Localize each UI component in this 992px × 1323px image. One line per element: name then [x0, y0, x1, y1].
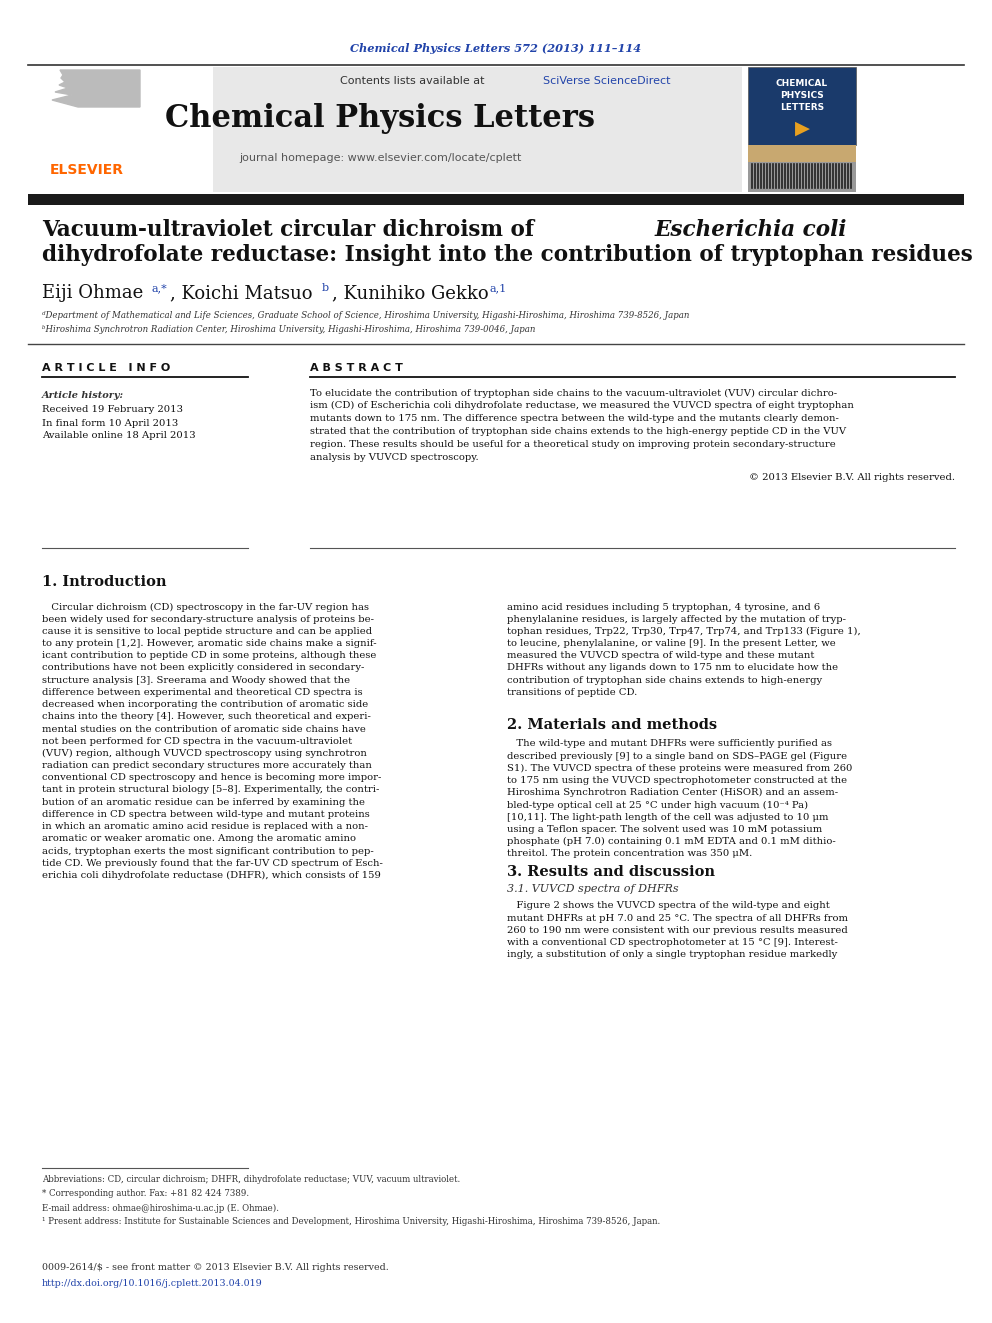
- Text: A B S T R A C T: A B S T R A C T: [310, 363, 403, 373]
- Text: chains into the theory [4]. However, such theoretical and experi-: chains into the theory [4]. However, suc…: [42, 712, 371, 721]
- Text: ᵇHiroshima Synchrotron Radiation Center, Hiroshima University, Higashi-Hiroshima: ᵇHiroshima Synchrotron Radiation Center,…: [42, 324, 536, 333]
- Text: tant in protein structural biology [5–8]. Experimentally, the contri-: tant in protein structural biology [5–8]…: [42, 786, 379, 795]
- Text: cause it is sensitive to local peptide structure and can be applied: cause it is sensitive to local peptide s…: [42, 627, 372, 636]
- Text: decreased when incorporating the contribution of aromatic side: decreased when incorporating the contrib…: [42, 700, 368, 709]
- Bar: [748, 67, 856, 146]
- Text: difference between experimental and theoretical CD spectra is: difference between experimental and theo…: [42, 688, 363, 697]
- Text: contribution of tryptophan side chains extends to high-energy: contribution of tryptophan side chains e…: [507, 676, 822, 685]
- Bar: [213, 67, 742, 192]
- Text: 3.1. VUVCD spectra of DHFRs: 3.1. VUVCD spectra of DHFRs: [507, 884, 679, 894]
- Text: ▶: ▶: [795, 119, 809, 138]
- Text: [10,11]. The light-path length of the cell was adjusted to 10 μm: [10,11]. The light-path length of the ce…: [507, 812, 828, 822]
- Text: Chemical Physics Letters: Chemical Physics Letters: [165, 102, 595, 134]
- Text: not been performed for CD spectra in the vacuum-ultraviolet: not been performed for CD spectra in the…: [42, 737, 352, 746]
- Text: PHYSICS: PHYSICS: [780, 91, 824, 101]
- Text: Escherichia coli: Escherichia coli: [655, 220, 847, 241]
- Text: described previously [9] to a single band on SDS–PAGE gel (Figure: described previously [9] to a single ban…: [507, 751, 847, 761]
- Text: mental studies on the contribution of aromatic side chains have: mental studies on the contribution of ar…: [42, 725, 366, 733]
- Text: E-mail address: ohmae@hiroshima-u.ac.jp (E. Ohmae).: E-mail address: ohmae@hiroshima-u.ac.jp …: [42, 1204, 279, 1213]
- Text: threitol. The protein concentration was 350 μM.: threitol. The protein concentration was …: [507, 849, 752, 859]
- Text: been widely used for secondary-structure analysis of proteins be-: been widely used for secondary-structure…: [42, 615, 374, 623]
- Text: CHEMICAL: CHEMICAL: [776, 79, 828, 89]
- Text: 1. Introduction: 1. Introduction: [42, 576, 167, 589]
- Text: SciVerse ScienceDirect: SciVerse ScienceDirect: [543, 75, 671, 86]
- Text: amino acid residues including 5 tryptophan, 4 tyrosine, and 6: amino acid residues including 5 tryptoph…: [507, 602, 820, 611]
- Text: tophan residues, Trp22, Trp30, Trp47, Trp74, and Trp133 (Figure 1),: tophan residues, Trp22, Trp30, Trp47, Tr…: [507, 627, 861, 636]
- Text: Chemical Physics Letters 572 (2013) 111–114: Chemical Physics Letters 572 (2013) 111–…: [350, 42, 642, 53]
- Text: Article history:: Article history:: [42, 390, 124, 400]
- Text: S1). The VUVCD spectra of these proteins were measured from 260: S1). The VUVCD spectra of these proteins…: [507, 763, 852, 773]
- Bar: [28, 194, 964, 205]
- Polygon shape: [52, 70, 140, 107]
- Text: mutant DHFRs at pH 7.0 and 25 °C. The spectra of all DHFRs from: mutant DHFRs at pH 7.0 and 25 °C. The sp…: [507, 914, 848, 922]
- Text: , Kunihiko Gekko: , Kunihiko Gekko: [332, 284, 489, 302]
- Text: journal homepage: www.elsevier.com/locate/cplett: journal homepage: www.elsevier.com/locat…: [239, 153, 521, 163]
- Text: Received 19 February 2013: Received 19 February 2013: [42, 406, 183, 414]
- Text: DHFRs without any ligands down to 175 nm to elucidate how the: DHFRs without any ligands down to 175 nm…: [507, 664, 838, 672]
- Text: 2. Materials and methods: 2. Materials and methods: [507, 718, 717, 732]
- Text: ELSEVIER: ELSEVIER: [50, 163, 124, 177]
- Bar: [748, 146, 856, 175]
- Text: Contents lists available at: Contents lists available at: [340, 75, 488, 86]
- Text: with a conventional CD spectrophotometer at 15 °C [9]. Interest-: with a conventional CD spectrophotometer…: [507, 938, 838, 947]
- Text: In final form 10 April 2013: In final form 10 April 2013: [42, 418, 179, 427]
- Bar: [748, 161, 856, 192]
- Text: ingly, a substitution of only a single tryptophan residue markedly: ingly, a substitution of only a single t…: [507, 950, 837, 959]
- Text: aromatic or weaker aromatic one. Among the aromatic amino: aromatic or weaker aromatic one. Among t…: [42, 835, 356, 843]
- Text: a,*: a,*: [152, 283, 168, 292]
- Text: b: b: [322, 283, 329, 292]
- Text: 0009-2614/$ - see front matter © 2013 Elsevier B.V. All rights reserved.: 0009-2614/$ - see front matter © 2013 El…: [42, 1263, 389, 1273]
- Text: ¹ Present address: Institute for Sustainable Sciences and Development, Hiroshima: ¹ Present address: Institute for Sustain…: [42, 1217, 661, 1226]
- Text: ᵈDepartment of Mathematical and Life Sciences, Graduate School of Science, Hiros: ᵈDepartment of Mathematical and Life Sci…: [42, 311, 689, 319]
- Text: The wild-type and mutant DHFRs were sufficiently purified as: The wild-type and mutant DHFRs were suff…: [507, 740, 832, 749]
- Text: A R T I C L E   I N F O: A R T I C L E I N F O: [42, 363, 171, 373]
- Text: phosphate (pH 7.0) containing 0.1 mM EDTA and 0.1 mM dithio-: phosphate (pH 7.0) containing 0.1 mM EDT…: [507, 837, 835, 847]
- Text: a,1: a,1: [490, 283, 507, 292]
- Text: dihydrofolate reductase: Insight into the contribution of tryptophan residues: dihydrofolate reductase: Insight into th…: [42, 243, 973, 266]
- Text: to any protein [1,2]. However, aromatic side chains make a signif-: to any protein [1,2]. However, aromatic …: [42, 639, 377, 648]
- Text: transitions of peptide CD.: transitions of peptide CD.: [507, 688, 637, 697]
- Text: (VUV) region, although VUVCD spectroscopy using synchrotron: (VUV) region, although VUVCD spectroscop…: [42, 749, 367, 758]
- Text: bution of an aromatic residue can be inferred by examining the: bution of an aromatic residue can be inf…: [42, 798, 365, 807]
- Text: tide CD. We previously found that the far-UV CD spectrum of Esch-: tide CD. We previously found that the fa…: [42, 859, 383, 868]
- Text: Available online 18 April 2013: Available online 18 April 2013: [42, 431, 195, 441]
- Text: phenylalanine residues, is largely affected by the mutation of tryp-: phenylalanine residues, is largely affec…: [507, 615, 846, 623]
- Text: 3. Results and discussion: 3. Results and discussion: [507, 865, 715, 878]
- Text: Eiji Ohmae: Eiji Ohmae: [42, 284, 143, 302]
- Text: to leucine, phenylalanine, or valine [9]. In the present Letter, we: to leucine, phenylalanine, or valine [9]…: [507, 639, 835, 648]
- Text: measured the VUVCD spectra of wild-type and these mutant: measured the VUVCD spectra of wild-type …: [507, 651, 814, 660]
- Text: Hiroshima Synchrotron Radiation Center (HiSOR) and an assem-: Hiroshima Synchrotron Radiation Center (…: [507, 789, 838, 798]
- Bar: [28, 67, 213, 192]
- Text: acids, tryptophan exerts the most significant contribution to pep-: acids, tryptophan exerts the most signif…: [42, 847, 374, 856]
- Text: ism (CD) of Escherichia coli dihydrofolate reductase, we measured the VUVCD spec: ism (CD) of Escherichia coli dihydrofola…: [310, 401, 854, 410]
- Text: structure analysis [3]. Sreerama and Woody showed that the: structure analysis [3]. Sreerama and Woo…: [42, 676, 350, 685]
- Text: to 175 nm using the VUVCD spectrophotometer constructed at the: to 175 nm using the VUVCD spectrophotome…: [507, 777, 847, 785]
- Text: Figure 2 shows the VUVCD spectra of the wild-type and eight: Figure 2 shows the VUVCD spectra of the …: [507, 901, 829, 910]
- Text: Vacuum-ultraviolet circular dichroism of: Vacuum-ultraviolet circular dichroism of: [42, 220, 542, 241]
- Text: Circular dichroism (CD) spectroscopy in the far-UV region has: Circular dichroism (CD) spectroscopy in …: [42, 602, 369, 611]
- Text: * Corresponding author. Fax: +81 82 424 7389.: * Corresponding author. Fax: +81 82 424 …: [42, 1189, 249, 1199]
- Text: in which an aromatic amino acid residue is replaced with a non-: in which an aromatic amino acid residue …: [42, 822, 368, 831]
- Text: © 2013 Elsevier B.V. All rights reserved.: © 2013 Elsevier B.V. All rights reserved…: [749, 474, 955, 483]
- Text: Abbreviations: CD, circular dichroism; DHFR, dihydrofolate reductase; VUV, vacuu: Abbreviations: CD, circular dichroism; D…: [42, 1176, 460, 1184]
- Text: difference in CD spectra between wild-type and mutant proteins: difference in CD spectra between wild-ty…: [42, 810, 370, 819]
- Text: icant contribution to peptide CD in some proteins, although these: icant contribution to peptide CD in some…: [42, 651, 376, 660]
- Text: region. These results should be useful for a theoretical study on improving prot: region. These results should be useful f…: [310, 439, 835, 448]
- Text: using a Teflon spacer. The solvent used was 10 mM potassium: using a Teflon spacer. The solvent used …: [507, 826, 822, 833]
- Text: mutants down to 175 nm. The difference spectra between the wild-type and the mut: mutants down to 175 nm. The difference s…: [310, 414, 839, 423]
- Text: http://dx.doi.org/10.1016/j.cplett.2013.04.019: http://dx.doi.org/10.1016/j.cplett.2013.…: [42, 1278, 263, 1287]
- Text: analysis by VUVCD spectroscopy.: analysis by VUVCD spectroscopy.: [310, 452, 478, 462]
- Text: radiation can predict secondary structures more accurately than: radiation can predict secondary structur…: [42, 761, 372, 770]
- Text: contributions have not been explicitly considered in secondary-: contributions have not been explicitly c…: [42, 664, 364, 672]
- Text: LETTERS: LETTERS: [780, 103, 824, 112]
- Text: To elucidate the contribution of tryptophan side chains to the vacuum-ultraviole: To elucidate the contribution of tryptop…: [310, 389, 837, 398]
- Text: , Koichi Matsuo: , Koichi Matsuo: [170, 284, 312, 302]
- Text: erichia coli dihydrofolate reductase (DHFR), which consists of 159: erichia coli dihydrofolate reductase (DH…: [42, 871, 381, 880]
- Text: strated that the contribution of tryptophan side chains extends to the high-ener: strated that the contribution of tryptop…: [310, 427, 846, 435]
- Text: bled-type optical cell at 25 °C under high vacuum (10⁻⁴ Pa): bled-type optical cell at 25 °C under hi…: [507, 800, 808, 810]
- Text: conventional CD spectroscopy and hence is becoming more impor-: conventional CD spectroscopy and hence i…: [42, 774, 381, 782]
- Text: 260 to 190 nm were consistent with our previous results measured: 260 to 190 nm were consistent with our p…: [507, 926, 848, 935]
